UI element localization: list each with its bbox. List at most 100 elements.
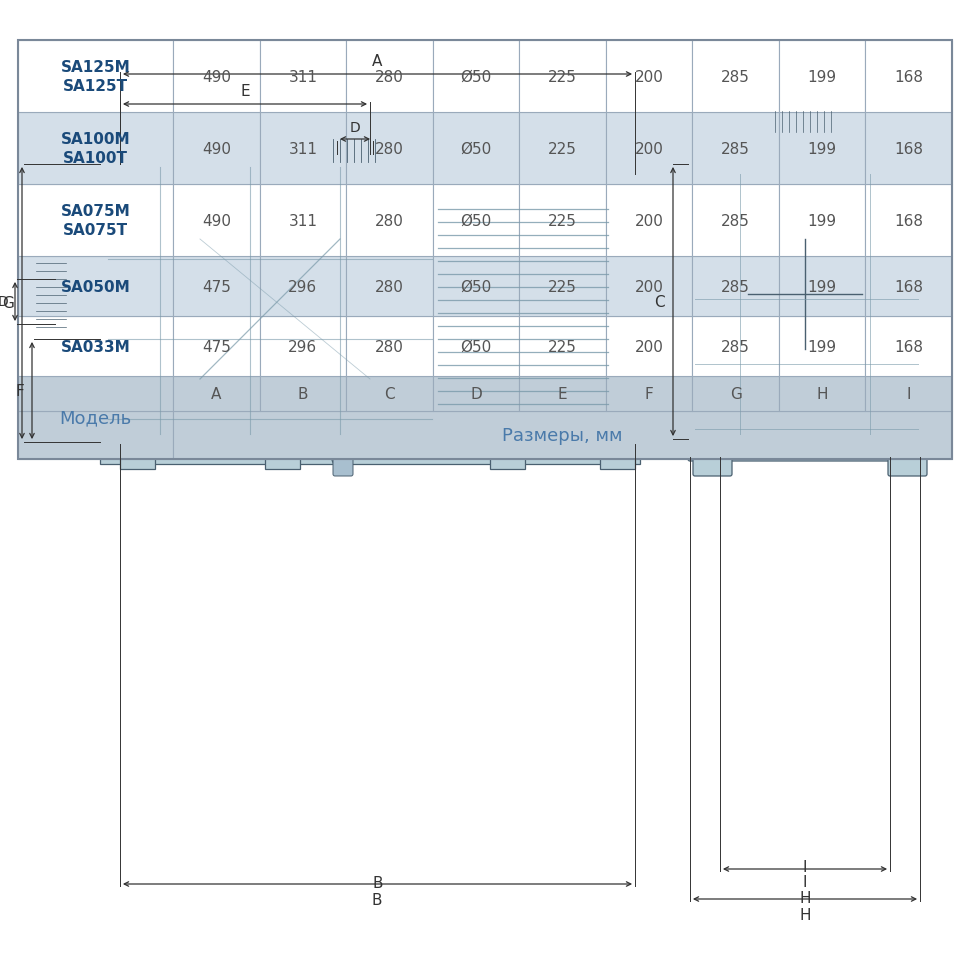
Text: 199: 199 xyxy=(807,70,836,84)
Bar xyxy=(692,185,778,257)
Circle shape xyxy=(891,201,908,219)
Text: H: H xyxy=(798,891,810,905)
Bar xyxy=(864,185,951,257)
Bar xyxy=(223,178,227,190)
Circle shape xyxy=(701,201,718,219)
FancyBboxPatch shape xyxy=(887,454,926,477)
Text: A: A xyxy=(211,387,221,401)
Bar xyxy=(18,377,172,412)
Circle shape xyxy=(796,441,813,458)
Text: B: B xyxy=(372,875,383,891)
Bar xyxy=(260,257,346,317)
Text: 280: 280 xyxy=(375,213,403,229)
Text: 285: 285 xyxy=(720,213,749,229)
FancyBboxPatch shape xyxy=(418,163,626,426)
FancyBboxPatch shape xyxy=(782,89,827,112)
Bar xyxy=(172,317,260,377)
Text: 200: 200 xyxy=(634,213,663,229)
FancyBboxPatch shape xyxy=(673,156,935,453)
Circle shape xyxy=(705,376,713,384)
Bar xyxy=(18,112,172,185)
Polygon shape xyxy=(100,445,640,464)
Bar xyxy=(172,112,260,185)
Text: Ø50: Ø50 xyxy=(460,70,491,84)
Bar xyxy=(253,178,257,190)
Ellipse shape xyxy=(744,230,864,359)
Text: 296: 296 xyxy=(288,279,317,295)
Bar xyxy=(864,317,951,377)
Text: I: I xyxy=(802,860,806,874)
Bar xyxy=(518,377,606,412)
Text: B: B xyxy=(371,892,382,907)
Bar xyxy=(18,257,172,317)
Text: 200: 200 xyxy=(634,339,663,354)
Bar xyxy=(260,377,346,412)
Bar xyxy=(432,377,518,412)
Bar xyxy=(692,41,778,112)
Text: 199: 199 xyxy=(807,141,836,156)
FancyBboxPatch shape xyxy=(49,261,136,330)
Ellipse shape xyxy=(141,172,312,228)
Bar xyxy=(18,317,172,377)
Bar xyxy=(18,41,172,112)
Text: A: A xyxy=(372,54,383,69)
Circle shape xyxy=(716,206,892,383)
Polygon shape xyxy=(489,450,524,470)
Text: 199: 199 xyxy=(807,213,836,229)
Text: 285: 285 xyxy=(720,141,749,156)
Text: 168: 168 xyxy=(893,70,922,84)
Bar xyxy=(346,112,432,185)
Text: F: F xyxy=(16,384,24,398)
Text: 311: 311 xyxy=(288,70,317,84)
Text: 475: 475 xyxy=(202,279,231,295)
Text: E: E xyxy=(240,84,250,99)
Text: 490: 490 xyxy=(202,213,231,229)
FancyBboxPatch shape xyxy=(332,156,377,289)
Text: 200: 200 xyxy=(634,70,663,84)
Bar xyxy=(606,185,692,257)
Text: 200: 200 xyxy=(634,141,663,156)
Bar xyxy=(432,257,518,317)
Text: D: D xyxy=(0,296,8,309)
Bar xyxy=(518,185,606,257)
Text: 280: 280 xyxy=(375,141,403,156)
Bar xyxy=(778,377,864,412)
Text: 296: 296 xyxy=(288,339,317,354)
Text: G: G xyxy=(729,387,740,401)
FancyBboxPatch shape xyxy=(332,457,353,477)
Text: 200: 200 xyxy=(634,279,663,295)
Bar xyxy=(172,185,260,257)
FancyBboxPatch shape xyxy=(109,160,345,315)
Text: 311: 311 xyxy=(288,213,317,229)
FancyBboxPatch shape xyxy=(29,251,73,341)
Bar xyxy=(606,112,692,185)
Text: 490: 490 xyxy=(202,70,231,84)
Text: E: E xyxy=(557,387,567,401)
Circle shape xyxy=(891,370,908,389)
Bar xyxy=(518,317,606,377)
Text: 280: 280 xyxy=(375,70,403,84)
Text: 199: 199 xyxy=(807,279,836,295)
Bar xyxy=(692,317,778,377)
Text: H: H xyxy=(798,907,810,922)
Text: 225: 225 xyxy=(547,339,577,354)
Text: 285: 285 xyxy=(720,279,749,295)
Bar xyxy=(193,178,197,190)
Text: 225: 225 xyxy=(547,70,577,84)
Bar xyxy=(864,112,951,185)
Text: 199: 199 xyxy=(807,339,836,354)
FancyBboxPatch shape xyxy=(775,126,833,169)
Text: 311: 311 xyxy=(288,141,317,156)
Bar xyxy=(778,257,864,317)
Text: 168: 168 xyxy=(893,339,922,354)
Text: D: D xyxy=(470,387,482,401)
FancyBboxPatch shape xyxy=(323,132,387,170)
Text: SA050M: SA050M xyxy=(60,279,130,295)
Text: I: I xyxy=(802,874,806,890)
Text: 280: 280 xyxy=(375,339,403,354)
Bar xyxy=(778,112,864,185)
Circle shape xyxy=(331,452,348,467)
Bar xyxy=(260,112,346,185)
Bar xyxy=(172,412,951,459)
Text: C: C xyxy=(384,387,394,401)
